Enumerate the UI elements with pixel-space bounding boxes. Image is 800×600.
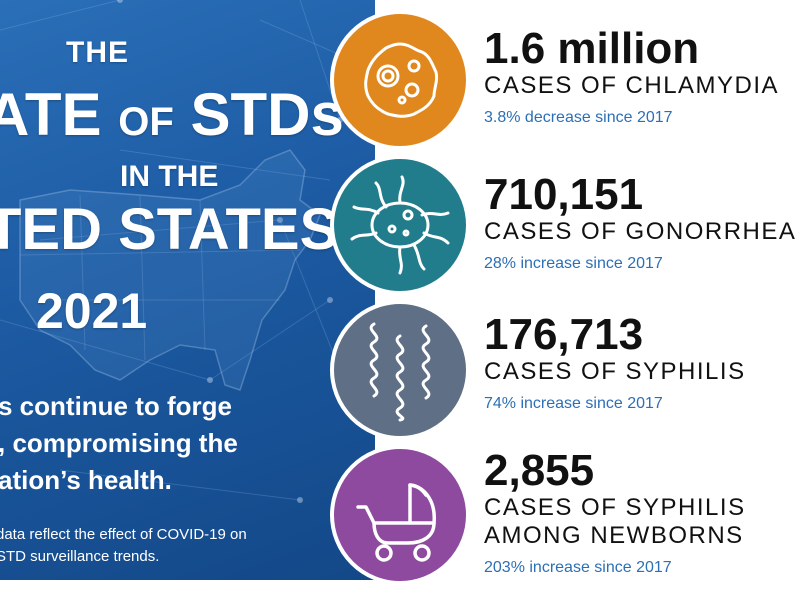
stat-label: AMONG NEWBORNS	[484, 522, 744, 549]
bacteria-icon	[364, 42, 439, 118]
stat-change: 74% increase since 2017	[484, 395, 663, 412]
stat-label: CASES OF SYPHILIS	[484, 358, 746, 385]
congenital-syphilis-circle	[330, 445, 470, 585]
title-the: THE	[66, 36, 129, 69]
title-state-of-stds: ATE OF STDs	[0, 80, 344, 149]
tagline-line: s continue to forge	[0, 391, 232, 421]
tagline-line: ation’s health.	[0, 465, 172, 495]
note-line: STD surveillance trends.	[0, 548, 160, 565]
title-word-of: OF	[118, 100, 174, 144]
stat-chlamydia: 1.6 million CASES OF CHLAMYDIA 3.8% decr…	[484, 26, 779, 128]
note-line: data reflect the effect of COVID-19 on	[0, 526, 247, 543]
stat-change: 3.8% decrease since 2017	[484, 109, 673, 126]
microbe-icon	[350, 175, 450, 275]
title-word-stds: STDs	[190, 81, 344, 148]
title-united-states: TED STATES,	[0, 197, 355, 262]
covid-note: data reflect the effect of COVID-19 on S…	[0, 524, 316, 568]
stat-number: 2,855	[484, 446, 595, 495]
stat-change: 28% increase since 2017	[484, 255, 663, 272]
stat-number: 1.6 million	[484, 24, 700, 73]
gonorrhea-circle	[330, 155, 470, 295]
stat-number: 710,151	[484, 170, 644, 219]
title-panel: THE ATE OF STDs IN THE TED STATES, 2021 …	[0, 0, 375, 580]
stat-change: 203% increase since 2017	[484, 559, 672, 576]
baby-stroller-icon	[356, 483, 436, 562]
us-map-network-background	[0, 0, 375, 503]
tagline-line: , compromising the	[0, 428, 238, 458]
title-word-state: ATE	[0, 81, 102, 148]
stat-syphilis: 176,713 CASES OF SYPHILIS 74% increase s…	[484, 312, 746, 414]
stat-congenital-syphilis: 2,855 CASES OF SYPHILIS AMONG NEWBORNS 2…	[484, 448, 746, 578]
title-year: 2021	[36, 283, 148, 339]
stat-label: CASES OF GONORRHEA	[484, 218, 797, 245]
stat-gonorrhea: 710,151 CASES OF GONORRHEA 28% increase …	[484, 172, 796, 274]
tagline: s continue to forge , compromising the a…	[0, 388, 328, 499]
stat-label: CASES OF CHLAMYDIA	[484, 72, 780, 99]
chlamydia-circle	[330, 10, 470, 150]
syphilis-circle	[330, 300, 470, 440]
stat-label: CASES OF SYPHILIS	[484, 494, 746, 521]
stat-number: 176,713	[484, 310, 644, 359]
title-in-the: IN THE	[120, 160, 219, 193]
spirochete-icon	[369, 322, 431, 422]
